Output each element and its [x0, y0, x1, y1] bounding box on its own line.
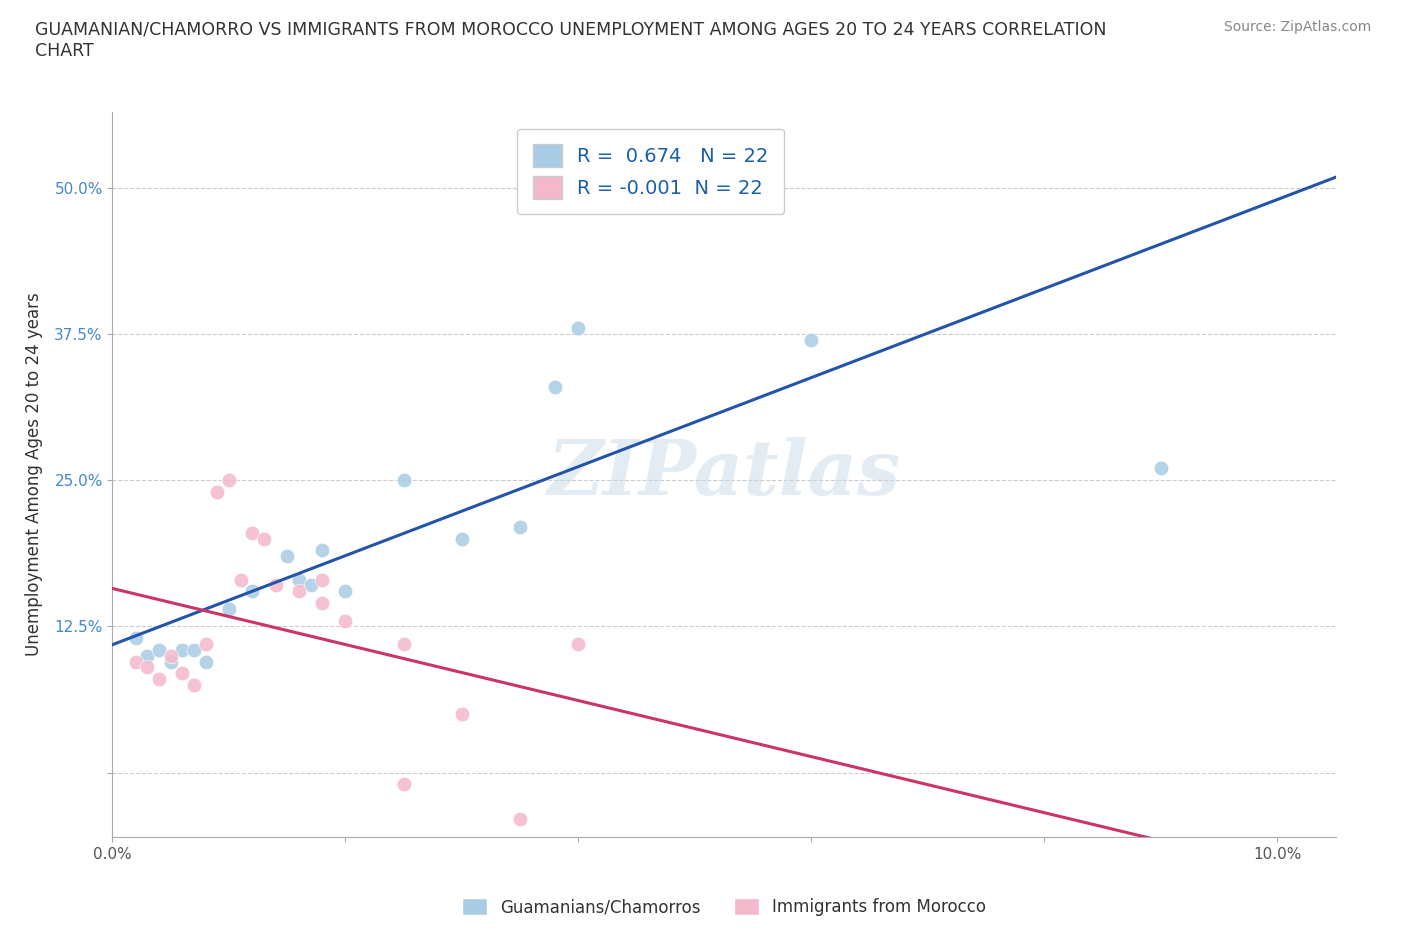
Point: [1150, 461, 1173, 476]
Point: [136, 648, 159, 663]
Point: [159, 654, 181, 669]
Point: [240, 584, 263, 599]
Point: [335, 584, 357, 599]
Point: [148, 643, 170, 658]
Legend: Guamanians/Chamorros, Immigrants from Morocco: Guamanians/Chamorros, Immigrants from Mo…: [456, 892, 993, 923]
Text: GUAMANIAN/CHAMORRO VS IMMIGRANTS FROM MOROCCO UNEMPLOYMENT AMONG AGES 20 TO 24 Y: GUAMANIAN/CHAMORRO VS IMMIGRANTS FROM MO…: [35, 20, 1107, 38]
Point: [311, 572, 333, 587]
Point: [264, 578, 287, 593]
Point: [311, 595, 333, 610]
Point: [148, 671, 170, 686]
Point: [800, 332, 823, 347]
Point: [742, 180, 765, 195]
Point: [392, 777, 415, 791]
Point: [183, 643, 205, 658]
Point: [125, 631, 148, 645]
Point: [207, 485, 229, 499]
Point: [392, 472, 415, 487]
Point: [194, 636, 217, 651]
Point: [299, 578, 322, 593]
Text: ZIPatlas: ZIPatlas: [547, 437, 901, 512]
Point: [288, 584, 311, 599]
Point: [335, 613, 357, 628]
Point: [172, 643, 194, 658]
Point: [172, 666, 194, 681]
Point: [159, 648, 181, 663]
Point: [183, 677, 205, 692]
Point: [509, 520, 531, 535]
Point: [509, 812, 531, 827]
Point: [240, 525, 263, 540]
Point: [229, 572, 252, 587]
Point: [194, 654, 217, 669]
Point: [451, 531, 474, 546]
Text: CHART: CHART: [35, 42, 94, 60]
Point: [567, 321, 589, 336]
Point: [125, 654, 148, 669]
Point: [544, 379, 567, 394]
Point: [136, 660, 159, 675]
Point: [451, 707, 474, 722]
Point: [567, 636, 589, 651]
Point: [218, 602, 240, 617]
Point: [276, 549, 298, 564]
Point: [311, 543, 333, 558]
Point: [253, 531, 276, 546]
Y-axis label: Unemployment Among Ages 20 to 24 years: Unemployment Among Ages 20 to 24 years: [25, 292, 44, 657]
Point: [288, 572, 311, 587]
Point: [218, 472, 240, 487]
Point: [392, 636, 415, 651]
Text: Source: ZipAtlas.com: Source: ZipAtlas.com: [1223, 20, 1371, 34]
